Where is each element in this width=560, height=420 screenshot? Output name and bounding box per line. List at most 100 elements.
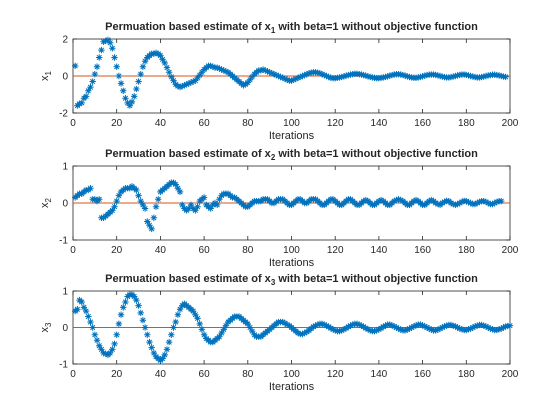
data-point	[465, 326, 472, 333]
data-point	[137, 197, 144, 205]
data-point	[174, 82, 182, 90]
data-point	[432, 327, 439, 334]
data-point	[192, 77, 199, 84]
data-point	[373, 327, 380, 334]
y-tick-label: -2	[59, 109, 68, 120]
data-point	[161, 59, 168, 67]
data-point	[349, 321, 356, 328]
data-point	[220, 326, 227, 333]
data-point	[482, 198, 490, 206]
data-point	[104, 36, 112, 44]
data-point	[408, 324, 415, 331]
data-point	[299, 72, 306, 80]
data-point	[356, 321, 363, 328]
data-point	[220, 67, 227, 74]
data-point	[152, 203, 160, 210]
data-point	[179, 201, 186, 209]
data-point	[248, 73, 256, 81]
data-point	[314, 321, 321, 328]
data-point	[172, 181, 179, 188]
data-point	[362, 72, 369, 79]
x-tick-label: 80	[242, 245, 254, 256]
data-point	[406, 325, 413, 332]
data-point	[152, 49, 160, 57]
data-point	[465, 72, 472, 79]
data-point	[345, 71, 352, 79]
x-tick-label: 160	[414, 369, 431, 380]
data-point	[135, 192, 142, 199]
data-point	[189, 78, 197, 85]
data-point	[218, 329, 225, 337]
data-point	[165, 69, 173, 76]
data-point	[74, 306, 81, 313]
data-point	[297, 73, 304, 81]
data-point	[310, 323, 317, 330]
data-point	[146, 222, 153, 229]
data-point	[181, 82, 188, 89]
data-point	[196, 320, 203, 328]
data-point	[106, 349, 114, 357]
data-point	[342, 325, 350, 332]
x-tick-label: 100	[283, 118, 300, 129]
data-point	[423, 324, 431, 331]
data-point	[393, 196, 400, 204]
data-point	[412, 196, 420, 204]
data-point	[404, 326, 411, 333]
data-point	[113, 331, 120, 338]
data-point	[192, 311, 199, 318]
data-point	[399, 71, 407, 79]
y-axis-label: x2	[39, 197, 53, 208]
data-point	[456, 325, 463, 332]
data-point	[133, 85, 140, 93]
data-point	[91, 70, 99, 78]
data-point	[502, 73, 509, 81]
x-tick-label: 60	[199, 369, 211, 380]
data-point	[456, 199, 463, 207]
data-point	[362, 325, 369, 332]
data-point	[428, 326, 435, 333]
y-tick-label: 0	[62, 323, 68, 334]
data-point	[137, 309, 144, 317]
data-point	[130, 93, 138, 100]
x-axis-label: Iterations	[269, 257, 315, 269]
data-point	[415, 74, 422, 81]
x-tick-label: 160	[414, 118, 431, 129]
data-point	[412, 322, 420, 329]
data-point	[478, 321, 485, 329]
x-tick-label: 100	[283, 245, 300, 256]
x-tick-label: 60	[199, 118, 211, 129]
data-point	[467, 325, 474, 332]
x-tick-label: 180	[458, 245, 475, 256]
data-point	[176, 188, 184, 196]
data-point	[259, 66, 267, 73]
data-point	[454, 324, 461, 331]
data-point	[130, 293, 138, 300]
data-point	[93, 337, 101, 344]
x-tick-label: 20	[111, 118, 123, 129]
data-point	[135, 78, 142, 85]
chart-panel-2: Permuation based estimate of x2 with bet…	[39, 148, 519, 269]
data-point	[87, 318, 94, 326]
data-point	[198, 326, 206, 333]
data-point	[102, 350, 109, 357]
data-point	[312, 322, 319, 329]
data-point	[122, 298, 129, 306]
x-tick-label: 80	[242, 118, 254, 129]
data-point	[148, 344, 155, 351]
data-point	[283, 321, 291, 328]
data-point	[141, 205, 149, 212]
data-point	[493, 326, 501, 334]
x-axis-label: Iterations	[269, 381, 315, 393]
data-point	[207, 205, 214, 212]
data-point	[397, 326, 404, 333]
data-point	[111, 54, 118, 61]
data-point	[358, 322, 365, 329]
data-point	[109, 346, 116, 353]
data-point	[214, 201, 221, 209]
x-axis-label: Iterations	[269, 130, 315, 142]
data-point	[135, 302, 142, 309]
data-point	[465, 199, 472, 206]
data-point	[183, 81, 190, 88]
data-point	[292, 75, 300, 82]
data-point	[482, 323, 490, 330]
